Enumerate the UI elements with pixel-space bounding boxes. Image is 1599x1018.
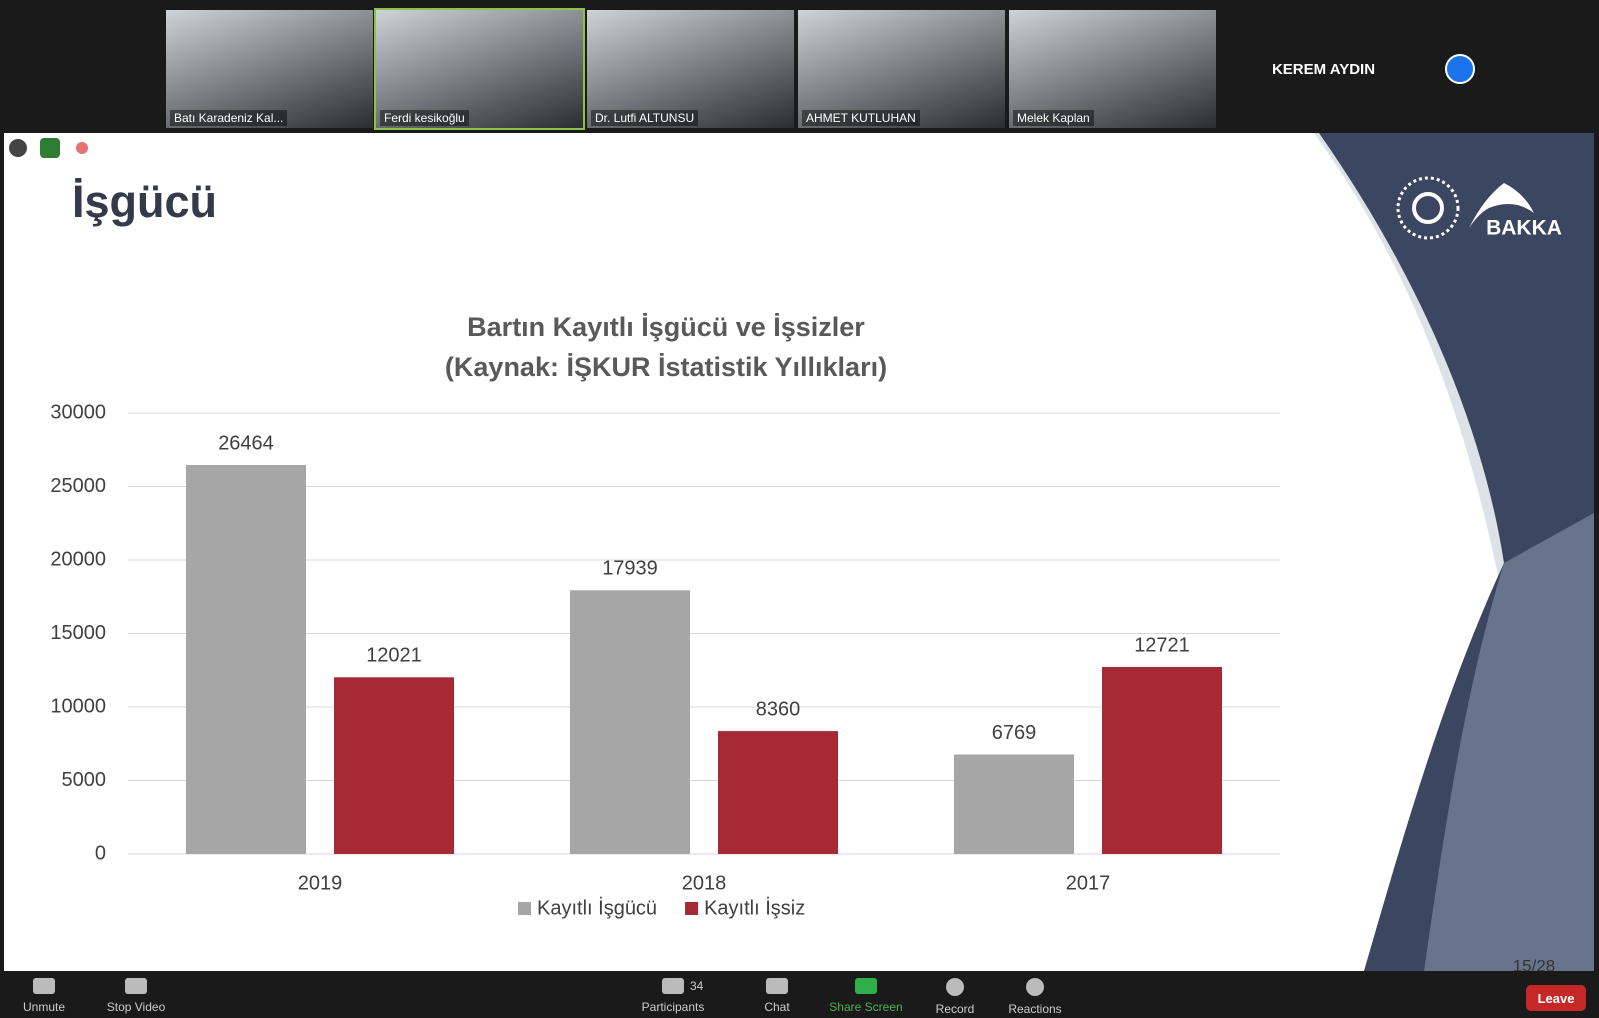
leave-button[interactable]: Leave <box>1526 985 1586 1011</box>
record-button[interactable]: Record <box>910 978 1000 1016</box>
button-label: Stop Video <box>106 1000 166 1014</box>
video-tile[interactable]: Dr. Lutfi ALTUNSU <box>587 10 794 128</box>
y-tick-label: 10000 <box>50 695 106 717</box>
participant-name: Melek Kaplan <box>1013 110 1094 126</box>
y-tick-label: 20000 <box>50 548 106 570</box>
x-tick-label: 2018 <box>682 872 727 894</box>
unmute-button[interactable]: Unmute <box>0 978 89 1014</box>
legend-label: Kayıtlı İşgücü <box>537 896 657 919</box>
chat-button[interactable]: Chat <box>732 978 822 1014</box>
video-tile[interactable]: AHMET KUTLUHAN <box>798 10 1005 128</box>
video-tile[interactable]: Ferdi kesikoğlu <box>374 8 585 130</box>
next-page-button[interactable] <box>1445 54 1475 84</box>
y-tick-label: 0 <box>95 842 106 864</box>
data-label: 12721 <box>1134 634 1190 656</box>
button-label: Participants <box>641 1000 705 1014</box>
participant-name: Batı Karadeniz Kal... <box>170 110 288 126</box>
share-screen-button[interactable]: Share Screen <box>821 978 911 1014</box>
data-label: 8360 <box>756 698 801 720</box>
reactions-button[interactable]: Reactions <box>990 978 1080 1016</box>
ministry-logo <box>1412 192 1444 224</box>
button-label: Chat <box>764 1000 790 1014</box>
participant-name: AHMET KUTLUHAN <box>802 110 920 126</box>
bar <box>334 677 454 854</box>
slide-number: 15/28 <box>1513 956 1556 971</box>
legend-label: Kayıtlı İşsiz <box>704 896 805 919</box>
x-tick-label: 2017 <box>1066 872 1111 894</box>
data-label: 6769 <box>992 722 1037 744</box>
data-label: 26464 <box>218 432 274 454</box>
x-tick-label: 2019 <box>298 872 343 894</box>
participants-button[interactable]: Participants <box>628 978 718 1014</box>
bar <box>570 590 690 854</box>
bar <box>1102 667 1222 854</box>
button-label: Record <box>935 1002 975 1016</box>
y-tick-label: 15000 <box>50 622 106 644</box>
security-icon[interactable] <box>40 138 60 158</box>
record-icon <box>76 142 88 154</box>
legend-swatch <box>685 902 699 915</box>
name-tile[interactable]: KEREM AYDIN <box>1220 10 1427 128</box>
y-tick-label: 30000 <box>50 401 106 423</box>
bar <box>186 464 306 854</box>
legend-swatch <box>518 902 531 915</box>
chart-title: Bartın Kayıtlı İşgücü ve İşsizler <box>467 312 865 342</box>
participant-name: Ferdi kesikoğlu <box>380 110 469 126</box>
participant-name: Dr. Lutfi ALTUNSU <box>591 110 699 126</box>
data-label: 12021 <box>366 645 422 667</box>
video-tile[interactable]: Melek Kaplan <box>1009 10 1216 128</box>
bar <box>718 731 838 854</box>
bakka-logo <box>1469 183 1534 228</box>
slide: BAKKA 15/28 İşgücü Bartın Kayıtlı İşgücü… <box>4 133 1594 975</box>
slide-canvas: BAKKA 15/28 İşgücü Bartın Kayıtlı İşgücü… <box>9 133 1594 975</box>
ministry-logo <box>1396 176 1460 240</box>
slide-title: İşgücü <box>72 176 217 227</box>
y-tick-label: 5000 <box>62 769 107 791</box>
chart-subtitle: (Kaynak: İŞKUR İstatistik Yıllıkları) <box>445 352 887 382</box>
video-tile[interactable]: Batı Karadeniz Kal... <box>166 10 373 128</box>
button-label: Share Screen <box>829 1000 903 1014</box>
video-button[interactable]: Stop Video <box>91 978 181 1014</box>
data-label: 17939 <box>602 558 658 580</box>
slide-decor <box>1424 513 1594 971</box>
participant-count: 34 <box>690 979 704 993</box>
button-label: Reactions <box>1008 1002 1062 1016</box>
bar <box>954 754 1074 854</box>
logo-text: BAKKA <box>1486 217 1562 240</box>
button-label: Unmute <box>22 1000 66 1014</box>
y-tick-label: 25000 <box>50 475 106 497</box>
info-icon[interactable] <box>9 139 27 157</box>
